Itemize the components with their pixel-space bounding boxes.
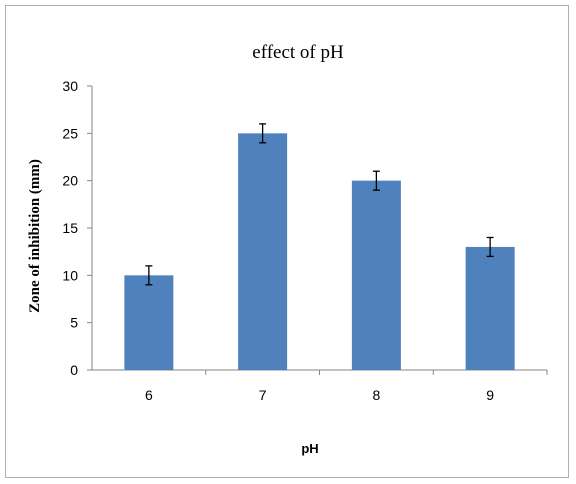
y-axis-label: Zone of inhibition (mm) (27, 159, 43, 313)
x-tick-label: 6 (145, 387, 153, 403)
x-axis-label: pH (301, 441, 318, 456)
chart-title: effect of pH (252, 42, 344, 63)
bar-ph-8 (351, 180, 401, 370)
bar-ph-9 (465, 246, 515, 370)
y-tick-label: 10 (62, 267, 78, 283)
y-tick-label: 5 (70, 315, 78, 331)
y-tick-label: 0 (70, 362, 78, 378)
bar-ph-6 (124, 275, 174, 370)
bar-chart: effect of pH Zone of inhibition (mm) pH … (27, 42, 548, 456)
y-tick-label: 20 (62, 173, 78, 189)
y-tick-label: 15 (62, 220, 78, 236)
y-tick-label: 30 (62, 78, 78, 94)
chart-frame: effect of pH Zone of inhibition (mm) pH … (5, 5, 569, 478)
bar-ph-7 (238, 133, 288, 370)
x-tick-label: 9 (486, 387, 494, 403)
plot-area: 0 5 10 15 20 25 30 6 7 8 9 (62, 78, 548, 403)
x-tick-label: 7 (259, 387, 267, 403)
y-tick-label: 25 (62, 125, 78, 141)
x-tick-label: 8 (372, 387, 380, 403)
